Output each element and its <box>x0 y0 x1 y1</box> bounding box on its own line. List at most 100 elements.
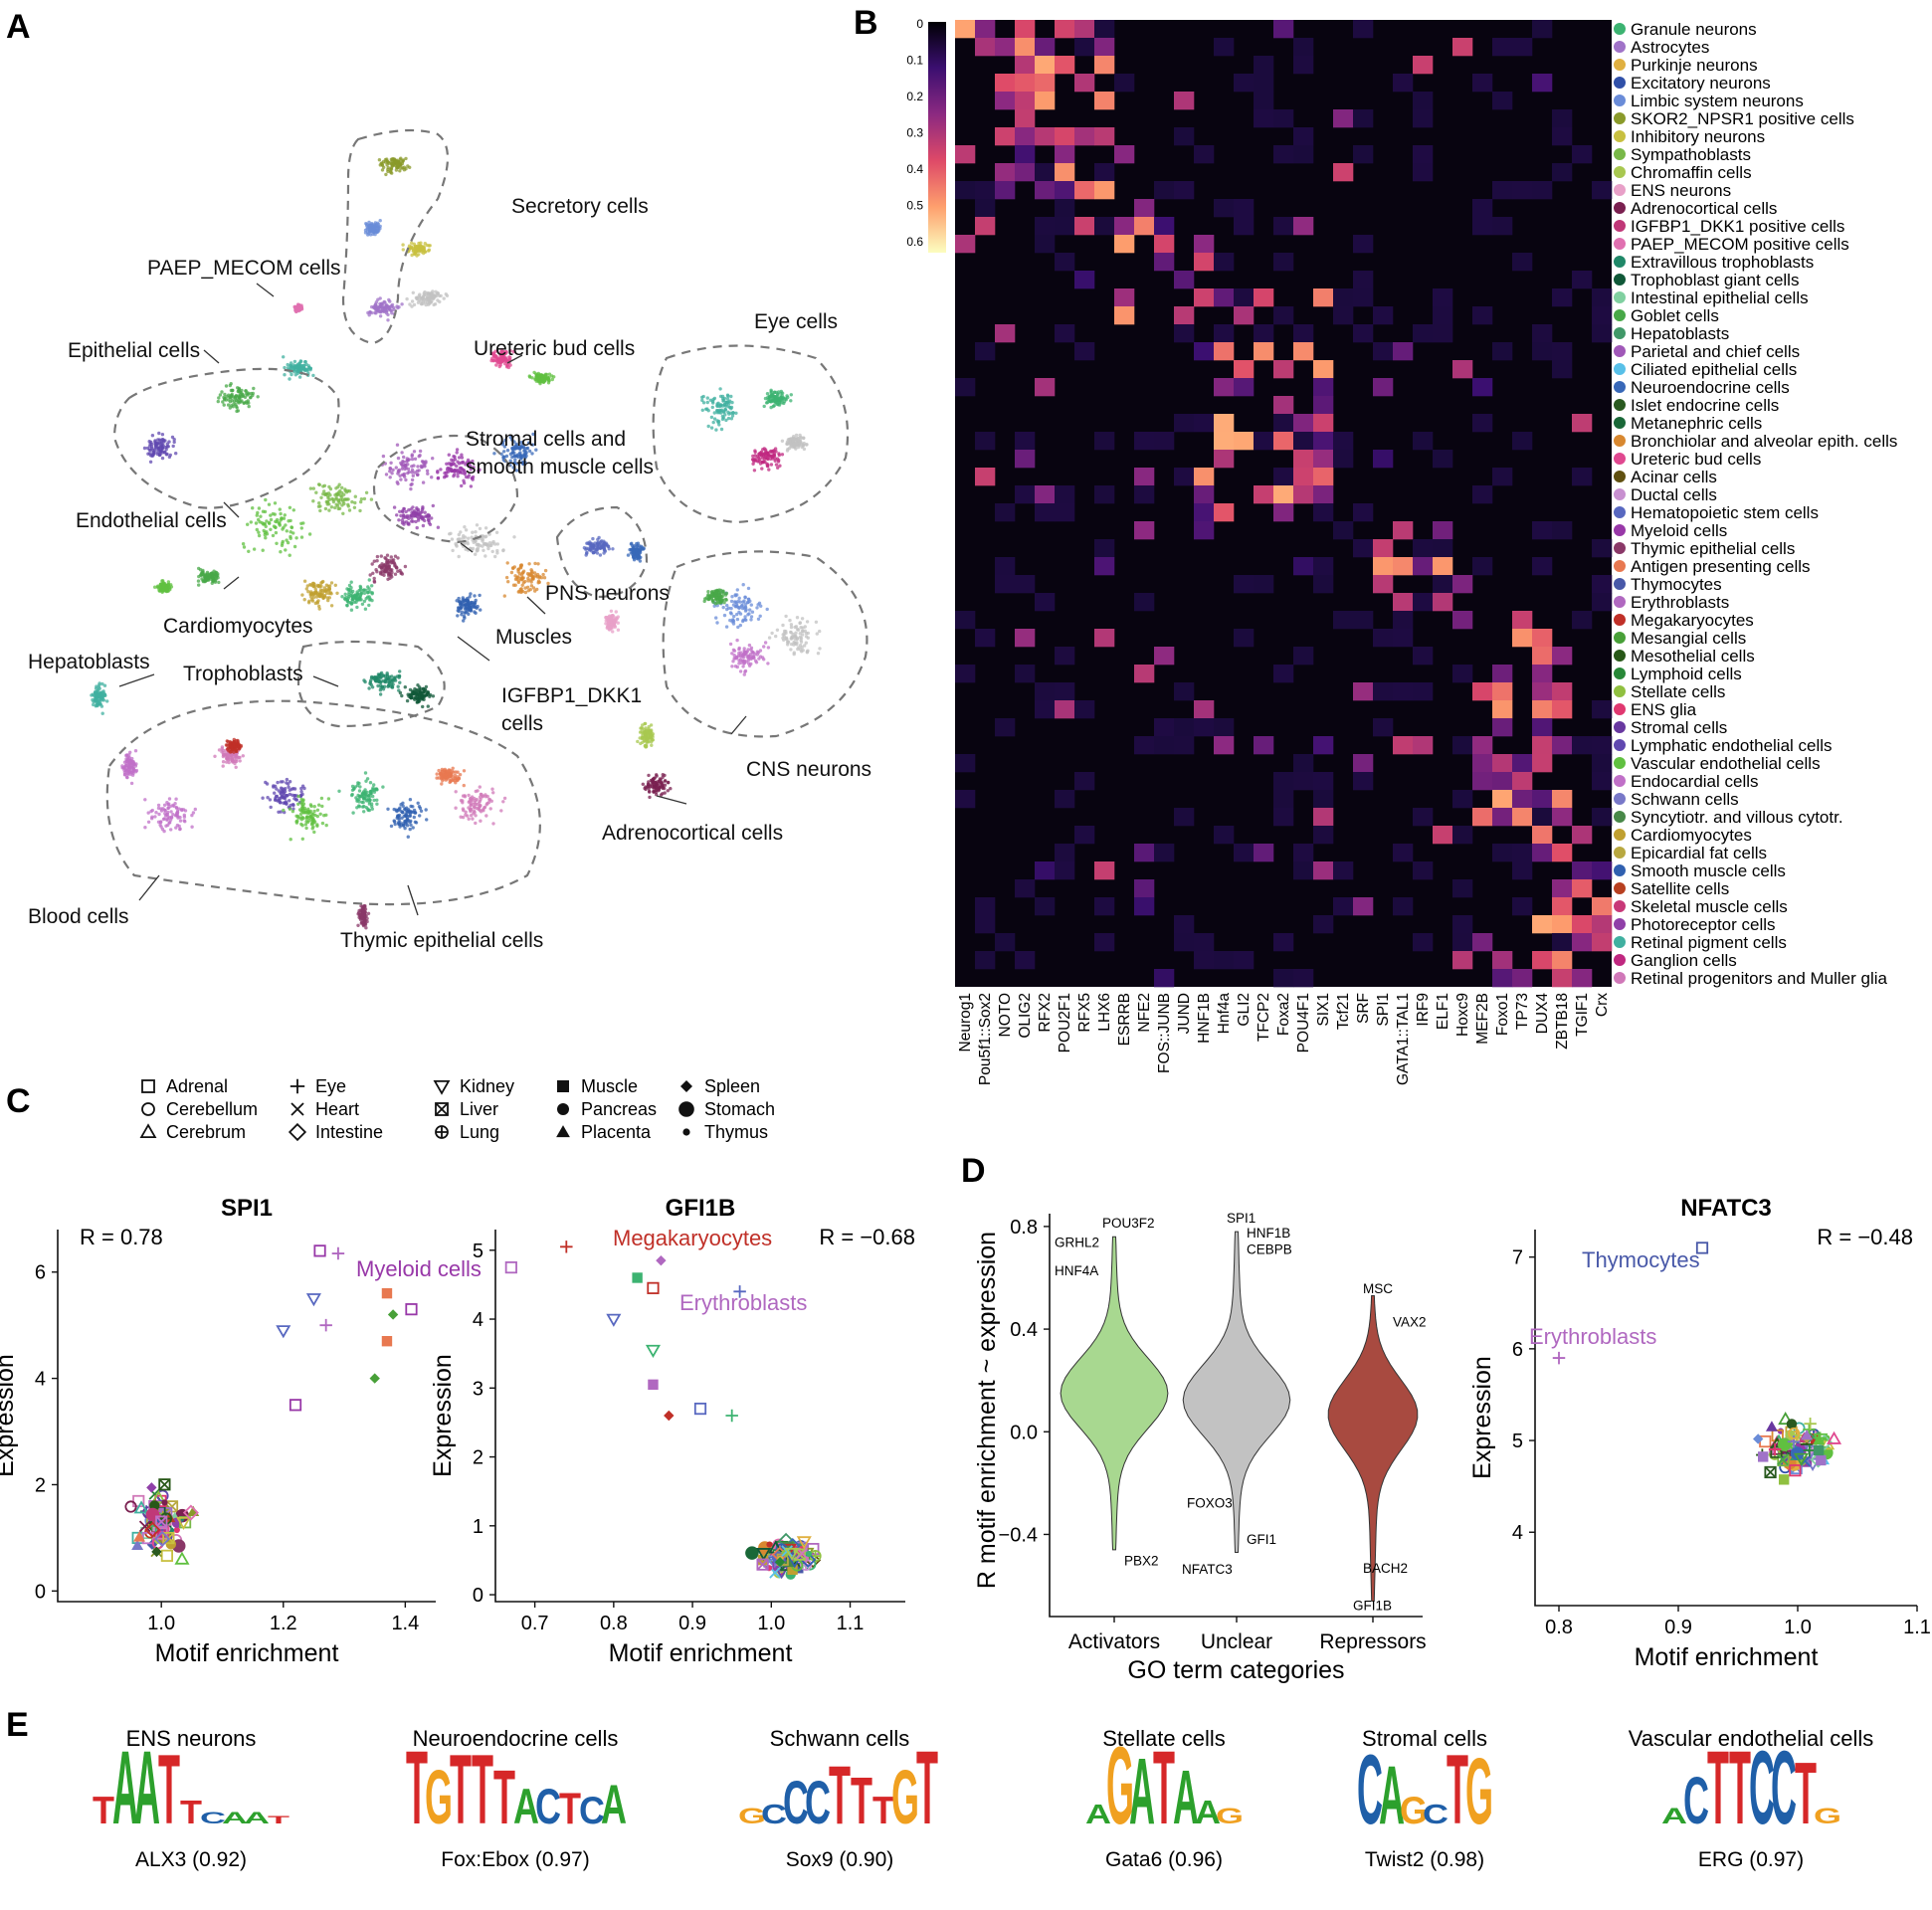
logo-letter: T <box>1153 1729 1175 1846</box>
logo-letter: C <box>1357 1734 1383 1845</box>
heatmap-cell <box>1194 485 1215 504</box>
heatmap-cell <box>1094 56 1115 75</box>
heatmap-cell <box>1254 736 1274 755</box>
logo-letter: A <box>1173 1753 1199 1839</box>
y-tick-label: 0 <box>473 1585 483 1607</box>
heatmap-cell <box>1472 682 1493 701</box>
heatmap-cell <box>1353 145 1374 164</box>
heatmap-cell <box>1094 897 1115 916</box>
heatmap-cell <box>1353 503 1374 522</box>
heatmap-cell <box>1552 521 1573 540</box>
umap-cluster <box>363 219 382 237</box>
heatmap-cell <box>1313 396 1334 415</box>
heatmap-cell <box>1094 861 1115 880</box>
heatmap-cell <box>1552 736 1573 755</box>
heatmap-cell <box>1234 629 1255 648</box>
heatmap-cell <box>1035 74 1056 93</box>
logo-letter: C <box>1423 1799 1449 1829</box>
heatmap-cell <box>1333 861 1354 880</box>
heatmap-cell <box>1373 450 1394 469</box>
cell-type-label: ENS neurons <box>1631 181 1731 200</box>
umap-cluster <box>780 433 809 453</box>
heatmap-cell <box>1273 772 1294 791</box>
panel-d: −0.4 0.0 0.4 0.8 Activators Unclear Repressors… <box>973 1195 1931 1684</box>
heatmap-cell <box>1293 450 1314 469</box>
heatmap-cell <box>1512 754 1533 773</box>
heatmap-cell <box>975 468 996 486</box>
gene-annotation: GRHL2 <box>1055 1236 1099 1250</box>
heatmap-cell <box>1035 485 1056 504</box>
heatmap-cell <box>1194 414 1215 433</box>
logo-motif-label: Sox9 (0.90) <box>786 1848 894 1871</box>
heatmap-cell <box>975 20 996 39</box>
cell-type-label: Extravillous trophoblasts <box>1631 253 1814 272</box>
heatmap-cell <box>1273 217 1294 236</box>
heatmap-cell <box>1214 450 1235 469</box>
logo-title: Schwann cells <box>770 1726 910 1751</box>
heatmap-cell <box>1592 736 1613 755</box>
scatter-point <box>158 1478 171 1491</box>
heatmap-cell <box>1353 288 1374 307</box>
heatmap-cell <box>975 951 996 970</box>
y-tick-label: 1 <box>473 1516 483 1538</box>
heatmap-cell <box>1134 217 1155 236</box>
cell-type-label: Retinal pigment cells <box>1631 933 1787 952</box>
heatmap-cell <box>1015 450 1036 469</box>
heatmap-cell <box>1273 808 1294 827</box>
legend-label: Adrenal <box>166 1076 228 1096</box>
umap-cluster <box>143 797 197 834</box>
heatmap-cell <box>1234 575 1255 594</box>
scatter-point <box>160 1549 173 1562</box>
heatmap-cell <box>1452 933 1473 952</box>
logo-letter: T <box>872 1789 894 1832</box>
heatmap-cell <box>1512 38 1533 57</box>
x-tick-label: 1.0 <box>1784 1617 1812 1638</box>
cell-type-label: Vascular endothelial cells <box>1631 754 1821 773</box>
cell-type-legend-dot <box>1614 793 1626 805</box>
heatmap-cell <box>1214 414 1235 433</box>
scatter-point <box>146 1482 157 1493</box>
heatmap-cell <box>1035 181 1056 200</box>
legend-label: Heart <box>315 1099 359 1119</box>
heatmap-cell <box>1512 861 1533 880</box>
heatmap-cell <box>1413 145 1434 164</box>
heatmap-cell <box>1273 969 1294 988</box>
heatmap-cell <box>1512 897 1533 916</box>
cell-type-legend-dot <box>1614 972 1626 984</box>
y-tick-label: 2 <box>473 1447 483 1469</box>
heatmap-cell <box>1552 915 1573 934</box>
scatter-point <box>154 1530 171 1547</box>
heatmap-cell <box>1055 324 1075 343</box>
umap-cluster <box>398 683 436 709</box>
tf-label: GLI2 <box>1236 993 1253 1027</box>
heatmap-cell <box>975 629 996 648</box>
scatter-point <box>1777 1453 1789 1466</box>
heatmap-cell <box>1214 736 1235 755</box>
heatmap-cell <box>1015 145 1036 164</box>
heatmap-cell <box>975 342 996 361</box>
heatmap-cell <box>1452 665 1473 683</box>
heatmap-cell <box>1592 593 1613 612</box>
heatmap-cell <box>1532 20 1553 39</box>
heatmap-cell <box>1094 485 1115 504</box>
plot-axes <box>57 1230 436 1603</box>
heatmap-cell <box>1094 92 1115 110</box>
x-tick-label: 0.8 <box>1545 1617 1573 1638</box>
heatmap-cell <box>1174 271 1195 289</box>
legend-label: Pancreas <box>581 1099 657 1119</box>
heatmap-cell <box>1273 253 1294 272</box>
y-tick-label: 0.4 <box>1010 1319 1038 1341</box>
umap-cluster <box>261 777 306 815</box>
tf-label: LHX6 <box>1096 993 1113 1032</box>
cell-type-label: Mesangial cells <box>1631 629 1746 648</box>
cell-type-legend-dot <box>1614 614 1626 626</box>
logo-letter: C <box>783 1769 809 1836</box>
umap-cluster <box>636 721 656 749</box>
heatmap-cell <box>1015 74 1036 93</box>
heatmap-cell <box>1174 181 1195 200</box>
scale-tick-label: 0.2 <box>906 90 923 103</box>
heatmap-cell <box>1015 879 1036 898</box>
heatmap-cell <box>1433 557 1453 576</box>
